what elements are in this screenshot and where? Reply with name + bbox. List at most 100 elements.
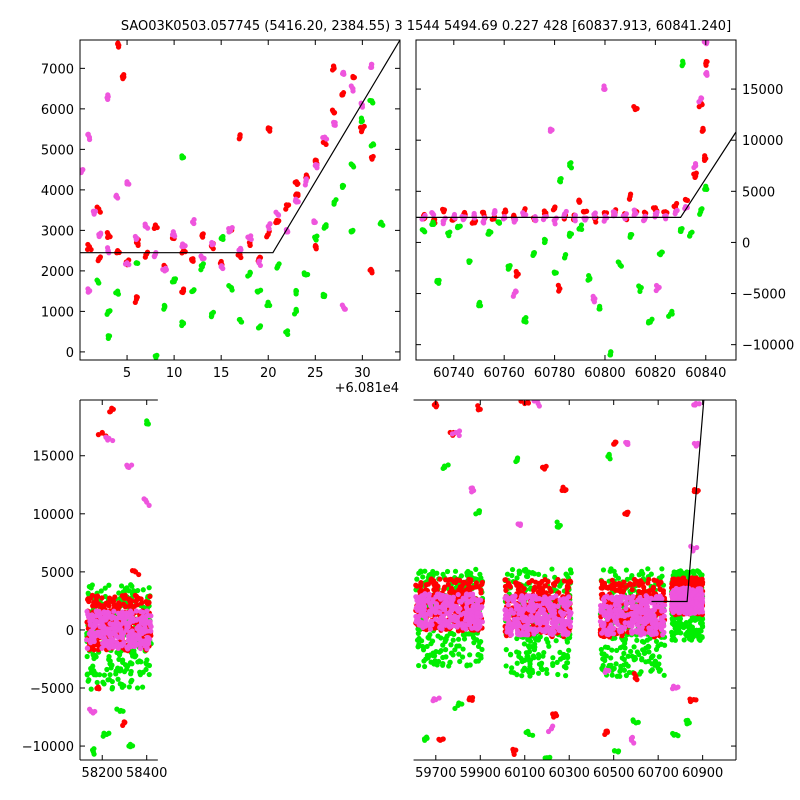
magenta-point xyxy=(604,616,611,623)
green-point xyxy=(564,660,571,666)
magenta-point xyxy=(147,620,153,626)
magenta-point xyxy=(529,627,536,633)
red-point xyxy=(629,587,635,593)
magenta-point xyxy=(525,621,531,627)
magenta-point xyxy=(689,592,695,598)
magenta-point xyxy=(119,609,126,615)
red-point xyxy=(616,587,622,594)
green-point xyxy=(444,568,451,575)
red-point xyxy=(109,405,115,411)
magenta-point xyxy=(648,599,654,605)
green-point xyxy=(638,669,644,675)
red-point xyxy=(511,751,517,758)
magenta-point xyxy=(697,596,703,602)
magenta-point xyxy=(611,625,617,631)
magenta-point xyxy=(508,607,514,613)
magenta-point xyxy=(515,631,521,637)
green-point xyxy=(438,635,444,641)
magenta-point xyxy=(634,608,640,614)
red-point xyxy=(447,576,454,582)
magenta-point xyxy=(543,601,550,607)
green-point xyxy=(468,570,474,576)
green-point xyxy=(424,643,430,650)
green-point xyxy=(523,319,529,325)
magenta-point xyxy=(91,636,97,643)
magenta-point xyxy=(450,596,456,602)
green-point xyxy=(415,644,421,650)
green-point xyxy=(426,572,432,578)
magenta-point xyxy=(470,603,476,610)
green-point xyxy=(621,667,628,673)
red-point xyxy=(529,577,535,584)
green-point xyxy=(475,658,481,664)
magenta-point xyxy=(480,219,486,225)
magenta-point xyxy=(86,136,93,143)
y-tick-label: 15000 xyxy=(742,83,783,98)
green-point xyxy=(467,662,473,668)
red-point xyxy=(525,400,531,405)
red-point xyxy=(660,588,667,594)
green-point xyxy=(422,229,428,235)
green-point xyxy=(276,261,282,267)
magenta-point xyxy=(670,602,676,609)
green-point xyxy=(601,651,607,657)
red-point xyxy=(568,579,574,585)
magenta-point xyxy=(697,603,703,609)
magenta-point xyxy=(653,617,660,624)
red-point xyxy=(603,728,609,734)
series-green xyxy=(94,97,386,360)
green-point xyxy=(645,566,651,572)
red-point xyxy=(129,568,136,574)
red-point xyxy=(293,192,299,198)
magenta-point xyxy=(112,625,118,631)
magenta-point xyxy=(649,630,655,636)
green-point xyxy=(339,184,346,191)
y-tick-label: 5000 xyxy=(41,143,74,158)
magenta-point xyxy=(121,620,128,626)
magenta-point xyxy=(537,603,543,609)
magenta-point xyxy=(126,181,132,187)
green-point xyxy=(628,648,634,655)
magenta-point xyxy=(474,614,481,620)
green-point xyxy=(554,659,560,666)
green-point xyxy=(119,681,125,688)
magenta-point xyxy=(521,602,527,608)
green-point xyxy=(139,684,146,690)
green-point xyxy=(640,647,646,653)
magenta-point xyxy=(551,607,557,613)
red-point xyxy=(557,286,563,292)
magenta-point xyxy=(119,633,126,639)
green-point xyxy=(656,668,662,674)
green-point xyxy=(369,99,376,106)
magenta-point xyxy=(510,293,516,299)
green-point xyxy=(696,634,702,640)
magenta-point xyxy=(101,624,107,630)
red-point xyxy=(564,583,571,589)
magenta-point xyxy=(303,177,309,183)
red-point xyxy=(543,590,549,596)
red-point xyxy=(542,576,548,583)
magenta-point xyxy=(562,620,569,626)
magenta-point xyxy=(416,613,423,619)
red-point xyxy=(135,242,141,249)
magenta-point xyxy=(541,610,547,616)
green-point xyxy=(653,646,660,652)
magenta-point xyxy=(502,607,508,613)
x-tick-label: 60820 xyxy=(635,366,676,381)
red-point xyxy=(369,156,375,162)
magenta-point xyxy=(257,262,264,269)
green-point xyxy=(525,668,531,674)
magenta-point xyxy=(348,83,354,89)
red-point xyxy=(104,229,110,236)
green-point xyxy=(568,570,574,576)
magenta-point xyxy=(429,605,435,612)
green-point xyxy=(179,153,185,159)
green-point xyxy=(464,570,470,576)
magenta-point xyxy=(549,625,555,632)
magenta-point xyxy=(563,605,569,611)
green-point xyxy=(107,661,113,667)
red-point xyxy=(433,404,439,410)
magenta-point xyxy=(590,293,596,299)
green-point xyxy=(446,663,452,669)
magenta-point xyxy=(426,622,432,628)
